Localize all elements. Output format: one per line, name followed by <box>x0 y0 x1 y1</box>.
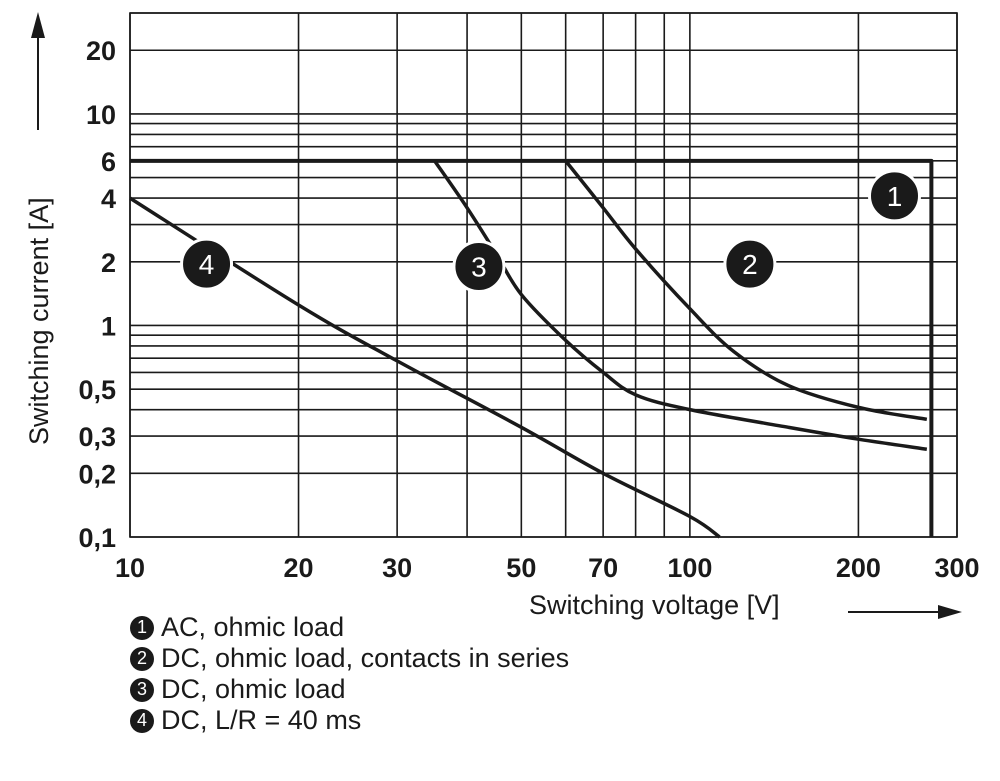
y-tick-label: 0,1 <box>78 523 116 553</box>
y-tick-label: 10 <box>86 100 116 130</box>
series-marker-1 <box>867 169 921 223</box>
x-tick-label: 70 <box>588 553 618 583</box>
x-tick-label: 10 <box>115 553 145 583</box>
series-lines <box>129 158 934 539</box>
x-tick-label: 30 <box>382 553 412 583</box>
x-axis-label: Switching voltage [V] <box>529 590 780 620</box>
x-axis-arrow <box>848 605 962 619</box>
y-tick-label: 0,2 <box>78 459 116 489</box>
series-marker-label: 2 <box>742 249 758 280</box>
series-line-2 <box>564 159 928 422</box>
legend-badge: 4 <box>130 708 154 733</box>
y-tick-label: 0,3 <box>78 422 116 452</box>
y-tick-label: 1 <box>101 311 116 341</box>
series-line-1 <box>130 158 934 537</box>
series-marker-label: 3 <box>471 251 487 282</box>
legend-item-3: 3 DC, ohmic load <box>130 674 569 705</box>
series-marker-label: 1 <box>887 181 903 212</box>
y-tick-label: 20 <box>86 36 116 66</box>
series-line-4 <box>129 196 721 539</box>
y-axis-arrow <box>31 12 45 130</box>
legend-label: AC, ohmic load <box>161 612 345 642</box>
legend-badge: 1 <box>130 615 154 640</box>
tick-labels: 10 20 30 50 70 100 200 300 20 10 6 4 2 1 0,5 0,3 0,2 0,1 <box>78 36 979 583</box>
x-tick-label: 300 <box>934 553 979 583</box>
series-marker-label: 4 <box>199 249 215 280</box>
legend-item-1: 1 AC, ohmic load <box>130 612 569 643</box>
series-markers: 1 2 3 4 <box>180 169 921 293</box>
x-tick-label: 50 <box>506 553 536 583</box>
plot-border <box>129 12 958 538</box>
grid <box>129 12 958 538</box>
series-marker-2 <box>723 237 777 291</box>
y-tick-label: 0,5 <box>78 375 116 405</box>
legend-label: DC, L/R = 40 ms <box>161 705 362 735</box>
legend-badge: 3 <box>130 677 154 702</box>
y-tick-label: 2 <box>101 248 116 278</box>
y-tick-label: 6 <box>101 147 116 177</box>
y-axis-label: Switching current [A] <box>24 197 54 445</box>
x-tick-label: 200 <box>836 553 881 583</box>
legend-item-2: 2 DC, ohmic load, contacts in series <box>130 643 569 674</box>
y-tick-label: 4 <box>101 184 116 214</box>
x-tick-label: 100 <box>667 553 712 583</box>
x-tick-label: 20 <box>284 553 314 583</box>
legend-badge: 2 <box>130 646 154 671</box>
legend: 1 AC, ohmic load 2 DC, ohmic load, contact… <box>130 612 569 736</box>
legend-label: DC, ohmic load <box>161 674 346 704</box>
legend-item-4: 4 DC, L/R = 40 ms <box>130 705 569 736</box>
series-marker-4 <box>180 237 234 291</box>
series-marker-3 <box>452 239 506 293</box>
legend-label: DC, ohmic load, contacts in series <box>161 643 570 673</box>
